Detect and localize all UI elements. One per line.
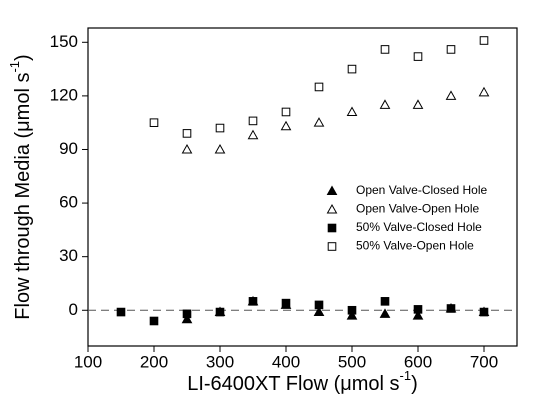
legend-label: Open Valve-Closed Hole [356, 183, 488, 197]
point [248, 116, 258, 126]
point [479, 36, 489, 45]
legend-label: 50% Valve-Closed Hole [356, 220, 482, 234]
point [347, 64, 357, 74]
point [314, 82, 324, 92]
y-tick-label: 30 [59, 246, 78, 265]
point [412, 99, 424, 109]
point [181, 143, 193, 154]
x-tick-label: 400 [272, 352, 300, 371]
point [413, 52, 423, 61]
point [346, 310, 358, 320]
point [182, 129, 192, 138]
legend-label: Open Valve-Open Hole [356, 202, 480, 216]
point [248, 297, 258, 306]
y-tick-label: 150 [50, 32, 78, 51]
legend-marker [327, 242, 337, 251]
y-tick-label: 0 [69, 300, 78, 319]
point [380, 297, 390, 306]
axis-title-end: ) [411, 373, 418, 395]
x-tick-label: 500 [338, 352, 366, 371]
axis-title-text: Flow through Media (μmol s [12, 73, 34, 320]
point [214, 143, 226, 154]
axis-title-end: ) [12, 54, 34, 61]
point [347, 305, 357, 315]
point [379, 308, 391, 318]
point [181, 313, 193, 324]
legend-marker [326, 185, 338, 195]
legend-marker [326, 203, 338, 214]
point [380, 45, 390, 54]
axis-title: LI-6400XT Flow (μmol s-1) [187, 368, 418, 395]
axis-title: Flow through Media (μmol s-1) [7, 54, 34, 319]
x-tick-label: 700 [470, 352, 498, 371]
y-tick-label: 90 [59, 139, 78, 158]
point [149, 118, 159, 127]
point [446, 45, 456, 54]
plot-frame [87, 27, 518, 347]
y-tick-label: 60 [59, 193, 78, 212]
point [478, 86, 490, 97]
point [379, 99, 391, 109]
point [116, 307, 126, 317]
axis-title-sup: -1 [7, 61, 22, 73]
point [281, 298, 291, 308]
point [346, 106, 358, 116]
point [314, 300, 324, 310]
point [313, 306, 325, 317]
axis-title-sup: -1 [400, 368, 412, 383]
x-tick-label: 600 [404, 352, 432, 371]
point [247, 129, 259, 140]
point [313, 117, 325, 127]
point [281, 107, 291, 117]
x-tick-label: 200 [140, 352, 168, 371]
legend-label: 50% Valve-Open Hole [356, 239, 474, 253]
point [479, 307, 489, 317]
point [215, 307, 225, 317]
point [149, 316, 159, 326]
y-tick-label: 120 [50, 85, 78, 104]
point [215, 123, 225, 133]
x-tick-label: 300 [206, 352, 234, 371]
point [445, 90, 457, 100]
point [182, 309, 192, 319]
point [413, 305, 423, 314]
legend-marker [327, 223, 337, 233]
point [280, 120, 292, 131]
point [412, 310, 424, 320]
axis-title-text: LI-6400XT Flow (μmol s [187, 373, 399, 395]
point [446, 304, 456, 313]
x-tick-label: 100 [74, 352, 102, 371]
